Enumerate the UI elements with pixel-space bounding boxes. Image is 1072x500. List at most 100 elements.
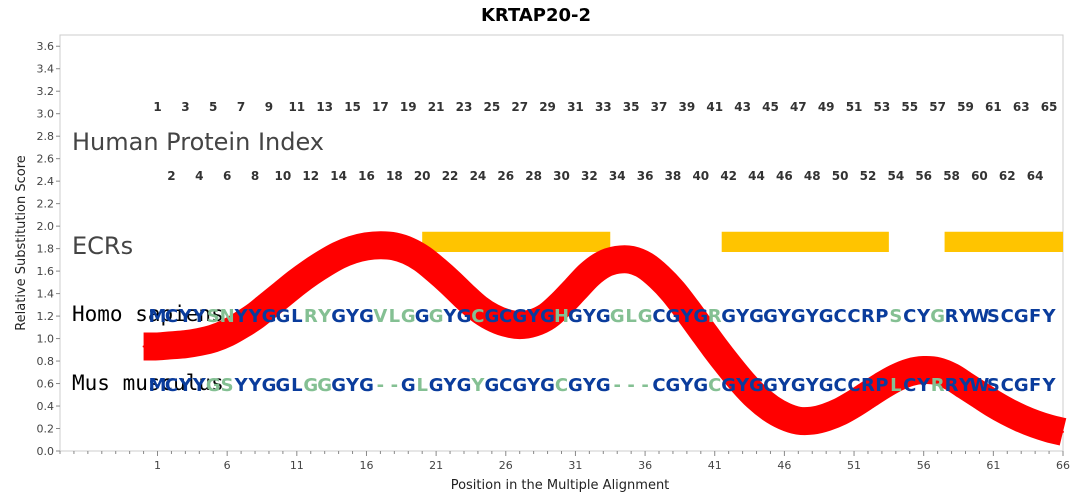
homo-sapiens-residue: G [819,306,834,327]
index-number: 34 [609,169,626,183]
mus-musculus-residue: Y [178,375,193,396]
mus-musculus-residue: Y [234,375,249,396]
index-number: 8 [251,169,259,183]
data-point [853,402,856,405]
mus-musculus-residue: G [596,375,611,396]
mus-musculus-residue: C [708,375,721,396]
mus-musculus-residue: G [791,375,806,396]
index-number: 31 [567,100,584,114]
homo-sapiens-residue: G [512,306,527,327]
mus-musculus-residue: G [512,375,527,396]
y-tick-label: 0.4 [37,400,55,413]
data-point [351,248,354,251]
data-point [504,321,507,324]
mus-musculus-residue: P [875,375,888,396]
mus-musculus-residue: G [540,375,555,396]
mus-musculus-residue: G [331,375,346,396]
data-point [226,331,229,334]
mus-musculus-residue: Y [345,375,360,396]
homo-sapiens-residue: Y [777,306,792,327]
mus-musculus-residue: G [457,375,472,396]
data-point [783,415,786,418]
data-point [644,264,647,267]
homo-sapiens-residue: Y [317,306,332,327]
index-number: 10 [275,169,292,183]
mus-musculus-residue: R [861,375,875,396]
homo-sapiens-residue: L [389,306,400,327]
index-number: 64 [1027,169,1044,183]
mus-musculus-residue: C [903,375,916,396]
x-tick-label: 1 [154,459,161,472]
x-tick-label: 16 [359,459,373,472]
substitution-line [142,231,1067,446]
homo-sapiens-residue: F [1029,306,1041,327]
index-number: 13 [316,100,333,114]
index-number: 50 [832,169,849,183]
x-tick-label: 46 [777,459,791,472]
homo-sapiens-residue: Y [192,306,207,327]
human-protein-index-label: Human Protein Index [72,128,324,156]
y-tick-label: 0.8 [37,355,55,368]
index-number: 53 [874,100,891,114]
index-number: 26 [497,169,514,183]
mus-musculus-residue: Y [443,375,458,396]
data-point [532,321,535,324]
data-point [295,281,298,284]
data-point [602,263,605,266]
homo-sapiens-residue: Y [248,306,263,327]
homo-sapiens-residue: Y [735,306,750,327]
y-axis-label: Relative Substitution Score [14,155,29,331]
homo-sapiens-residue: G [721,306,736,327]
index-number: 20 [414,169,431,183]
mus-musculus-residue: - [627,375,634,396]
homo-sapiens-residue: L [625,306,636,327]
mus-musculus-label: Mus musculus [72,371,224,395]
mus-musculus-residue: - [391,375,398,396]
mus-musculus-residue: G [303,375,318,396]
y-tick-label: 3.4 [37,63,55,76]
homo-sapiens-residue: C [1001,306,1014,327]
mus-musculus-residue: G [568,375,583,396]
index-number: 59 [957,100,974,114]
data-point [839,410,842,413]
data-point [1034,423,1037,426]
data-point [365,245,368,248]
data-point [281,292,284,295]
index-number: 25 [483,100,500,114]
index-number: 47 [790,100,807,114]
homo-sapiens-residue: N [220,306,235,327]
mus-musculus-residue: W [969,375,989,396]
mus-musculus-residue: Y [526,375,541,396]
data-point [797,419,800,422]
homo-sapiens-residue: S [207,306,220,327]
sequence-alignment: MC Y Y S N Y Y G G L R Y G Y G V L G G G Y G C G C G Y G H G Y G G L G C G Y G… [149,306,1057,396]
index-number: 38 [665,169,682,183]
data-point [1020,417,1023,420]
y-tick-label: 0.6 [37,378,55,391]
homo-sapiens-residue: C [471,306,484,327]
mus-musculus-residue: Y [582,375,597,396]
data-point [476,307,479,310]
mus-musculus-residue: G [401,375,416,396]
ecr-bar [721,231,889,252]
ecr-bar [422,231,611,252]
index-number: 55 [901,100,918,114]
data-point [490,316,493,319]
index-number: 52 [860,169,877,183]
data-point [267,303,270,306]
index-number: 22 [442,169,459,183]
data-point [449,281,452,284]
data-point [908,371,911,374]
index-number: 56 [915,169,932,183]
homo-sapiens-residue: G [749,306,764,327]
homo-sapiens-label: Homo sapiens [72,302,224,326]
homo-sapiens-residue: G [693,306,708,327]
index-number: 35 [623,100,640,114]
homo-sapiens-residue: G [429,306,444,327]
index-number: 5 [209,100,217,114]
homo-sapiens-residue: Y [1042,306,1057,327]
chart-title: KRTAP20-2 [481,5,591,26]
homo-sapiens-residue: G [638,306,653,327]
mus-musculus-residue: - [641,375,648,396]
homo-sapiens-residue: G [791,306,806,327]
